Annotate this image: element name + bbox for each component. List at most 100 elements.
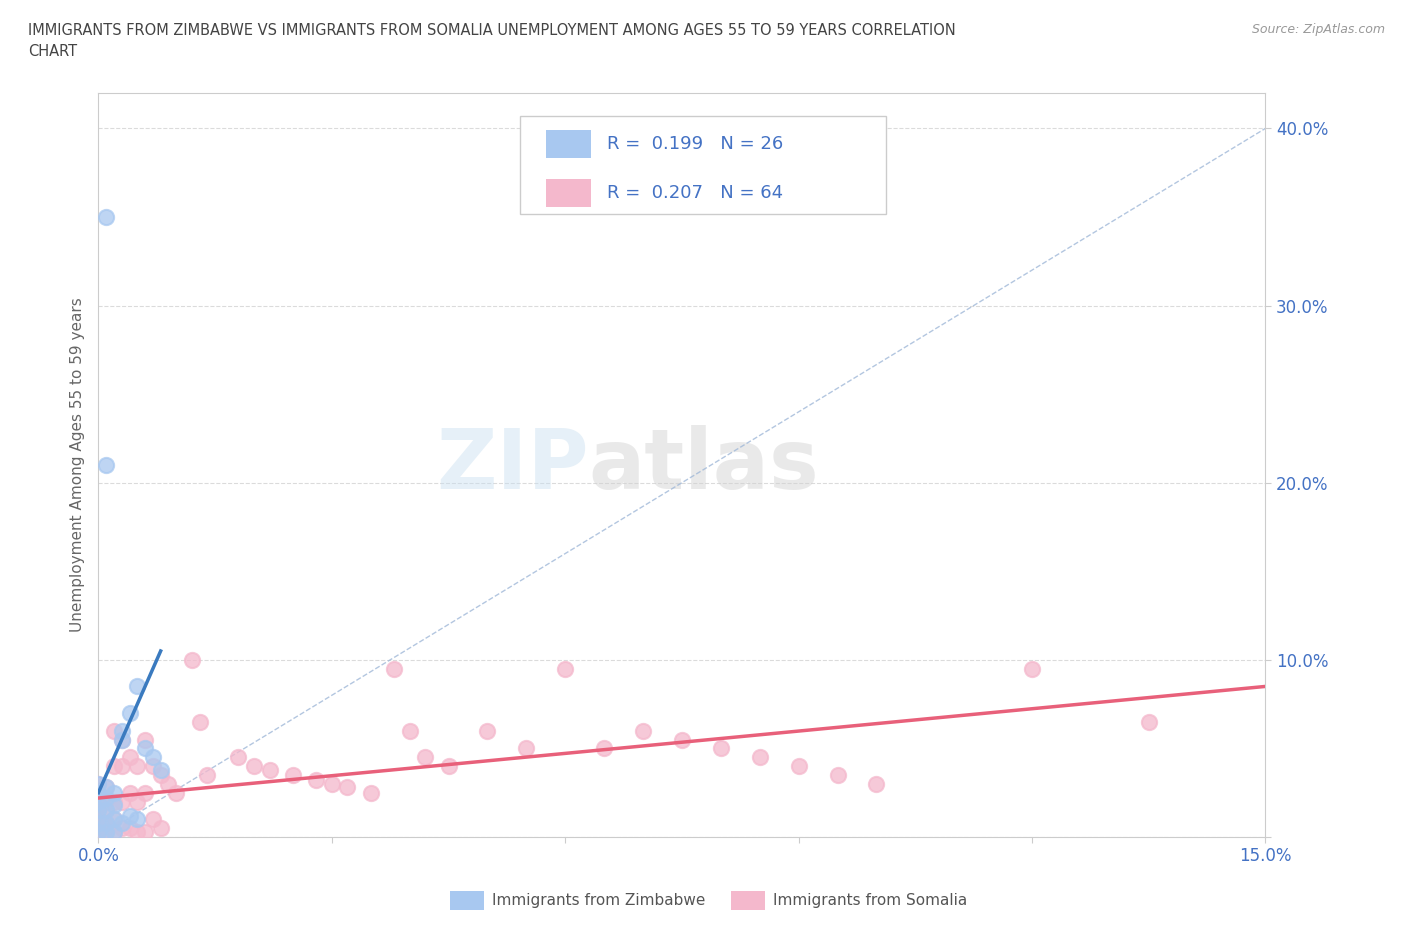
Point bbox=[87, 826, 110, 841]
Point bbox=[243, 759, 266, 774]
Text: ZIP: ZIP bbox=[436, 424, 589, 506]
Point bbox=[259, 763, 281, 777]
Point bbox=[149, 763, 172, 777]
Point bbox=[149, 820, 172, 835]
Point bbox=[96, 794, 118, 809]
Point bbox=[111, 820, 134, 835]
Text: R =  0.199   N = 26: R = 0.199 N = 26 bbox=[607, 135, 783, 153]
Point bbox=[96, 816, 118, 830]
Point bbox=[87, 803, 110, 817]
Point bbox=[111, 794, 134, 809]
Point bbox=[593, 741, 616, 756]
Point bbox=[142, 750, 165, 764]
Point bbox=[127, 824, 149, 839]
Point bbox=[477, 724, 499, 738]
Point bbox=[134, 824, 156, 839]
Point bbox=[188, 714, 211, 729]
Point bbox=[165, 785, 187, 800]
Point bbox=[437, 759, 460, 774]
Point bbox=[827, 767, 849, 782]
Point bbox=[157, 777, 180, 791]
Point bbox=[96, 803, 118, 817]
Point bbox=[398, 724, 420, 738]
Point bbox=[103, 798, 125, 813]
Point bbox=[787, 759, 810, 774]
Point bbox=[96, 816, 118, 830]
Point bbox=[118, 706, 141, 721]
Point bbox=[87, 785, 110, 800]
Point bbox=[134, 741, 156, 756]
Point bbox=[1021, 661, 1043, 676]
Point bbox=[515, 741, 537, 756]
Point bbox=[87, 803, 110, 817]
Point bbox=[127, 794, 149, 809]
Point bbox=[96, 780, 118, 795]
Point bbox=[748, 750, 770, 764]
Point bbox=[111, 816, 134, 830]
Point bbox=[134, 732, 156, 747]
Point bbox=[228, 750, 250, 764]
Point bbox=[111, 759, 134, 774]
Point bbox=[382, 661, 405, 676]
Point bbox=[321, 777, 343, 791]
Point bbox=[142, 759, 165, 774]
Point bbox=[111, 732, 134, 747]
Text: Immigrants from Somalia: Immigrants from Somalia bbox=[773, 893, 967, 908]
Point bbox=[111, 724, 134, 738]
Point bbox=[87, 794, 110, 809]
Point bbox=[710, 741, 733, 756]
Point bbox=[865, 777, 887, 791]
Point bbox=[87, 794, 110, 809]
Point bbox=[87, 785, 110, 800]
Point bbox=[87, 830, 110, 844]
Point bbox=[631, 724, 654, 738]
Point bbox=[103, 824, 125, 839]
Point bbox=[1137, 714, 1160, 729]
Point bbox=[118, 808, 141, 823]
Point bbox=[360, 785, 382, 800]
Point bbox=[305, 773, 328, 788]
Point bbox=[96, 780, 118, 795]
Point bbox=[111, 732, 134, 747]
Text: CHART: CHART bbox=[28, 44, 77, 59]
Point bbox=[118, 820, 141, 835]
Point bbox=[127, 812, 149, 827]
Point bbox=[103, 759, 125, 774]
Point bbox=[103, 812, 125, 827]
Point bbox=[180, 653, 202, 668]
Point bbox=[554, 661, 576, 676]
Text: IMMIGRANTS FROM ZIMBABWE VS IMMIGRANTS FROM SOMALIA UNEMPLOYMENT AMONG AGES 55 T: IMMIGRANTS FROM ZIMBABWE VS IMMIGRANTS F… bbox=[28, 23, 956, 38]
Point bbox=[103, 812, 125, 827]
Point bbox=[149, 767, 172, 782]
Point bbox=[96, 803, 118, 817]
Point bbox=[195, 767, 218, 782]
Point bbox=[103, 824, 125, 839]
Text: Immigrants from Zimbabwe: Immigrants from Zimbabwe bbox=[492, 893, 706, 908]
Point bbox=[87, 777, 110, 791]
Point bbox=[118, 785, 141, 800]
Point bbox=[103, 785, 125, 800]
Point bbox=[87, 777, 110, 791]
Text: R =  0.207   N = 64: R = 0.207 N = 64 bbox=[607, 184, 783, 203]
Point bbox=[87, 816, 110, 830]
Point bbox=[103, 794, 125, 809]
Point bbox=[96, 790, 118, 805]
Point bbox=[336, 780, 359, 795]
Text: atlas: atlas bbox=[589, 424, 820, 506]
Point bbox=[134, 785, 156, 800]
Point bbox=[103, 724, 125, 738]
Point bbox=[413, 750, 436, 764]
Y-axis label: Unemployment Among Ages 55 to 59 years: Unemployment Among Ages 55 to 59 years bbox=[69, 298, 84, 632]
Point bbox=[87, 820, 110, 835]
Point bbox=[127, 679, 149, 694]
Point bbox=[96, 209, 118, 224]
Text: Source: ZipAtlas.com: Source: ZipAtlas.com bbox=[1251, 23, 1385, 36]
Point bbox=[671, 732, 693, 747]
Point bbox=[87, 824, 110, 839]
Point bbox=[281, 767, 304, 782]
Point bbox=[87, 812, 110, 827]
Point bbox=[96, 824, 118, 839]
Point bbox=[127, 759, 149, 774]
Point bbox=[118, 750, 141, 764]
Point bbox=[96, 824, 118, 839]
